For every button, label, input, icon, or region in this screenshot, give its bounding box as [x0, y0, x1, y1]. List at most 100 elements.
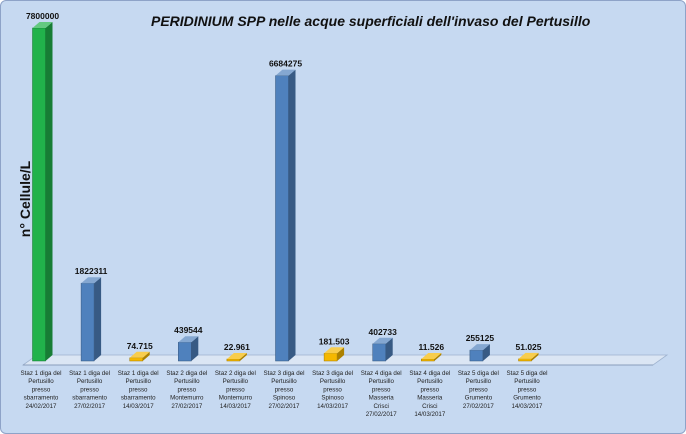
chart-title: PERIDINIUM SPP nelle acque superficiali … [151, 13, 591, 29]
category-label-5-2: presso [275, 386, 294, 393]
value-label-8: 11.526 [419, 342, 445, 352]
category-label-8-0: Staz 4 diga del [409, 370, 450, 377]
category-label-7-5: 27/02/2017 [366, 411, 398, 418]
value-label-9: 255125 [466, 333, 495, 343]
category-label-3-2: presso [178, 386, 197, 393]
category-label-5-1: Pertusillo [271, 378, 297, 385]
value-label-1: 1822311 [75, 266, 108, 276]
bar-top-7 [372, 337, 393, 344]
bar-side-3 [191, 336, 199, 361]
category-label-9-1: Pertusillo [466, 378, 492, 385]
category-label-6-3: Spinoso [321, 395, 344, 402]
category-label-2-3: sbarramento [121, 395, 156, 402]
bar-top-3 [178, 336, 199, 343]
category-label-10-2: presso [518, 386, 537, 393]
category-label-4-1: Pertusillo [223, 378, 249, 385]
category-label-1-4: 27/02/2017 [74, 403, 106, 410]
bar-1 [80, 282, 95, 362]
bar-side-7 [385, 337, 393, 361]
bar-8 [421, 358, 435, 362]
category-label-0-0: Staz 1 diga del [21, 370, 62, 377]
category-label-10-4: 14/03/2017 [512, 403, 544, 410]
bar-side-4 [239, 353, 247, 361]
category-label-0-4: 24/02/2017 [26, 403, 58, 410]
bar-3 [178, 341, 192, 362]
bar-2 [129, 357, 143, 362]
value-label-5: 6684275 [269, 59, 302, 69]
category-label-0-2: presso [32, 386, 51, 393]
category-label-9-2: presso [469, 386, 488, 393]
category-label-0-3: sbarramento [24, 395, 59, 402]
category-label-10-0: Staz 5 diga del [507, 370, 548, 377]
bar-top-1 [81, 277, 102, 284]
category-label-3-4: 27/02/2017 [171, 403, 203, 410]
bar-top-9 [469, 344, 490, 351]
bar-side-5 [288, 69, 296, 361]
bar-side-1 [94, 277, 102, 361]
bar-5 [275, 75, 289, 362]
bar-side-10 [531, 352, 539, 361]
bar-0 [32, 27, 46, 362]
category-label-5-0: Staz 3 diga del [264, 370, 305, 377]
category-label-9-3: Grumento [465, 395, 493, 402]
category-label-2-4: 14/03/2017 [123, 403, 155, 410]
value-label-2: 74.715 [127, 341, 153, 351]
category-label-5-3: Spinoso [273, 395, 296, 402]
category-label-7-1: Pertusillo [368, 378, 394, 385]
category-label-7-4: Crisci [373, 403, 388, 410]
category-label-6-1: Pertusillo [320, 378, 346, 385]
bar-side-9 [482, 344, 490, 361]
category-label-3-0: Staz 2 diga del [166, 370, 207, 377]
chart-floor [21, 354, 669, 366]
category-label-2-0: Staz 1 diga del [118, 370, 159, 377]
category-label-8-5: 14/03/2017 [414, 411, 446, 418]
category-label-8-2: presso [421, 386, 440, 393]
value-label-3: 439544 [174, 325, 203, 335]
bar-top-4 [226, 353, 247, 359]
value-label-0: 7800000 [26, 11, 59, 21]
value-label-6: 181.503 [319, 336, 350, 346]
category-label-9-0: Staz 5 diga del [458, 370, 499, 377]
category-label-6-0: Staz 3 diga del [312, 370, 353, 377]
category-label-6-4: 14/03/2017 [317, 403, 349, 410]
category-label-0-1: Pertusillo [28, 378, 54, 385]
bar-top-5 [275, 69, 296, 76]
category-label-10-1: Pertusillo [514, 378, 540, 385]
bar-side-0 [45, 22, 53, 361]
category-label-8-1: Pertusillo [417, 378, 443, 385]
category-label-1-1: Pertusillo [77, 378, 103, 385]
bar-6 [323, 353, 338, 362]
category-label-1-0: Staz 1 diga del [69, 370, 110, 377]
category-label-1-2: presso [80, 386, 99, 393]
category-label-4-2: presso [226, 386, 245, 393]
bar-4 [226, 358, 241, 362]
bar-top-8 [421, 353, 442, 359]
bar-top-2 [129, 351, 150, 358]
value-label-10: 51.025 [516, 342, 542, 352]
category-label-10-3: Grumento [513, 395, 541, 402]
bar-top-10 [518, 352, 539, 359]
bar-side-2 [142, 351, 150, 361]
bar-side-8 [434, 353, 442, 361]
category-label-4-3: Montemurro [219, 395, 253, 402]
category-label-3-1: Pertusillo [174, 378, 200, 385]
category-label-1-3: sbarramento [72, 395, 107, 402]
value-label-7: 402733 [369, 327, 398, 337]
bar-top-0 [32, 22, 53, 28]
category-label-2-1: Pertusillo [125, 378, 151, 385]
category-label-7-0: Staz 4 diga del [361, 370, 402, 377]
bar-9 [469, 349, 484, 362]
category-label-8-3: Masseria [417, 395, 443, 402]
bar-side-6 [337, 347, 345, 361]
category-label-5-4: 27/02/2017 [269, 403, 301, 410]
category-label-8-4: Crisci [422, 403, 437, 410]
category-label-7-2: presso [372, 386, 391, 393]
category-label-3-3: Montemurro [170, 395, 204, 402]
bar-7 [372, 343, 386, 362]
category-label-4-0: Staz 2 diga del [215, 370, 256, 377]
category-label-7-3: Masseria [369, 395, 395, 402]
value-label-4: 22.961 [224, 342, 250, 352]
bar-10 [518, 358, 532, 362]
